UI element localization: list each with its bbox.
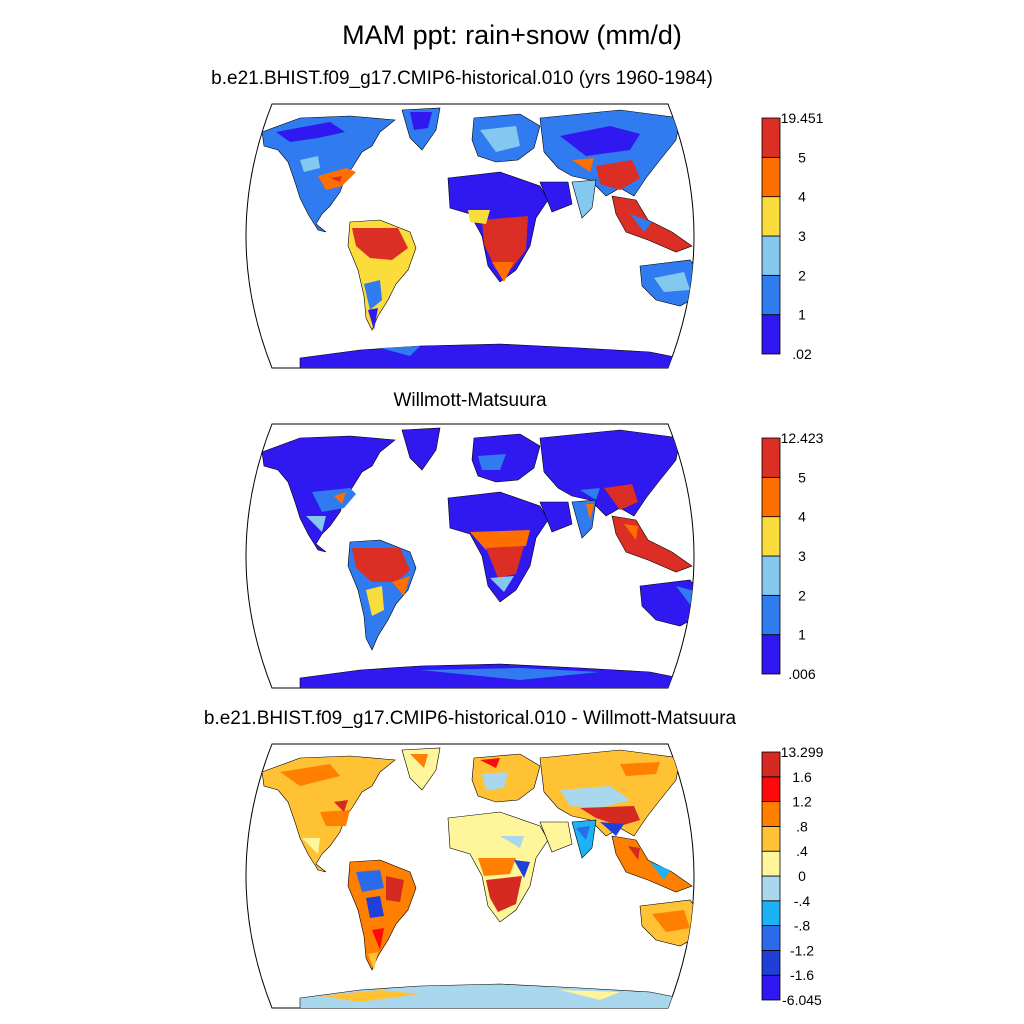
- colorbar-panel-2: 12.423 5 4 3 2 1 .006: [761, 430, 824, 682]
- colorbar-label: -1.6: [790, 967, 814, 983]
- colorbar-swatch: [761, 156, 781, 198]
- panel-3-map: [245, 743, 695, 1009]
- colorbar-label: .02: [792, 346, 812, 362]
- colorbar-swatch: [761, 516, 781, 557]
- figure-title: MAM ppt: rain+snow (mm/d): [342, 20, 682, 50]
- colorbar-label: 4: [798, 509, 806, 525]
- antarctica: [299, 983, 691, 1008]
- panel-1-title: b.e21.BHIST.f09_g17.CMIP6-historical.010…: [211, 68, 713, 89]
- colorbar-label: 2: [798, 587, 806, 603]
- colorbar-swatch: [761, 235, 781, 276]
- colorbar-swatch: [761, 274, 781, 316]
- colorbar-swatch: [761, 974, 781, 1001]
- colorbar-label: 19.451: [781, 110, 824, 126]
- colorbar-label: 1: [798, 627, 806, 643]
- colorbar-label: 4: [798, 189, 806, 205]
- panel-2-map: [245, 423, 695, 689]
- colorbar-swatch: [761, 476, 781, 518]
- panel-2-title: Willmott-Matsuura: [393, 390, 547, 411]
- colorbar-swatch: [761, 875, 781, 902]
- greenland: [401, 747, 441, 791]
- colorbar-swatch: [761, 314, 781, 355]
- colorbar-label: .006: [788, 666, 815, 682]
- colorbar-label: 3: [798, 548, 806, 564]
- colorbar-label: .4: [796, 843, 808, 859]
- colorbar-swatch: [761, 751, 781, 778]
- colorbar-swatch: [761, 950, 781, 976]
- colorbar-swatch: [761, 776, 781, 802]
- india: [571, 179, 597, 219]
- colorbar-label: -.4: [794, 893, 811, 909]
- colorbar-swatch: [761, 634, 781, 675]
- greenland: [401, 427, 441, 471]
- colorbar-swatch: [761, 826, 781, 852]
- colorbar-label: 5: [798, 149, 806, 165]
- colorbar-label: 1: [798, 307, 806, 323]
- arabia: [539, 181, 573, 213]
- colorbar-swatch: [761, 850, 781, 877]
- colorbar-label: 3: [798, 228, 806, 244]
- colorbar-swatch: [761, 196, 781, 237]
- colorbar-label: 5: [798, 469, 806, 485]
- colorbar-swatch: [761, 117, 781, 158]
- arabia: [539, 501, 573, 533]
- se-asia: [611, 195, 693, 253]
- colorbar-label: 2: [798, 267, 806, 283]
- colorbar-swatch: [761, 801, 781, 827]
- colorbar-swatch: [761, 925, 781, 951]
- colorbar-label: 1.6: [792, 769, 812, 785]
- colorbar-swatch: [761, 555, 781, 596]
- arabia: [539, 821, 573, 853]
- colorbar-swatch: [761, 900, 781, 926]
- colorbar-label: 0: [798, 868, 806, 884]
- colorbar-swatch: [761, 594, 781, 636]
- colorbar-label: -.8: [794, 918, 811, 934]
- colorbar-panel-1: 19.451 5 4 3 2 1 .02: [761, 110, 824, 362]
- colorbar-label: -1.2: [790, 942, 814, 958]
- antarctica: [299, 663, 691, 688]
- colorbar-label: 12.423: [781, 430, 824, 446]
- colorbar-label: 13.299: [781, 744, 824, 760]
- colorbar-swatch: [761, 437, 781, 478]
- colorbar-label: -6.045: [782, 992, 822, 1008]
- colorbar-label: .8: [796, 818, 808, 834]
- colorbar-label: 1.2: [792, 794, 812, 810]
- panel-3-title: b.e21.BHIST.f09_g17.CMIP6-historical.010…: [203, 708, 737, 729]
- panel-1-map: [245, 103, 695, 369]
- colorbar-panel-3: 13.299 1.6 1.2 .8 .4 0 -.4 -.8 -1.2 -1.6 -6.045: [761, 744, 824, 1008]
